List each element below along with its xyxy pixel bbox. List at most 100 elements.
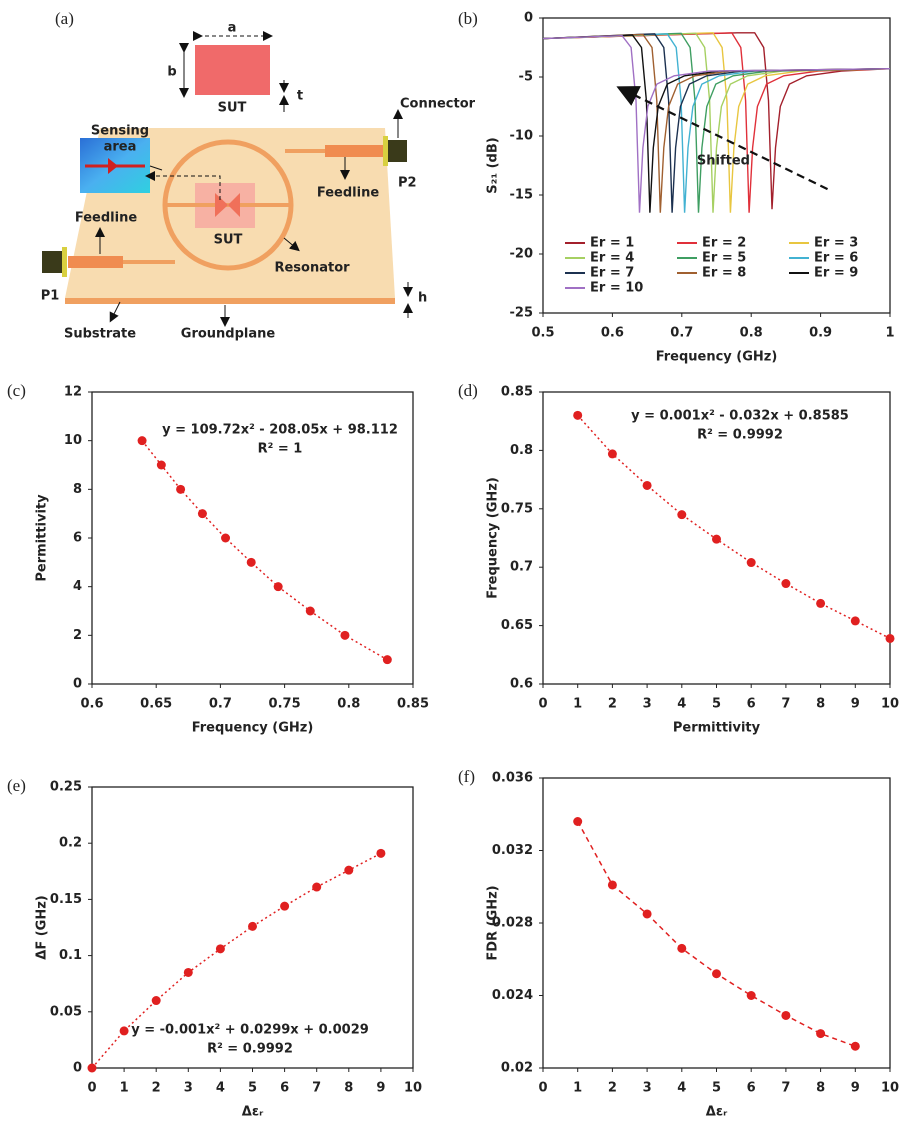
- x-tick-label: 7: [781, 697, 790, 712]
- x-tick-label: 7: [781, 1081, 790, 1096]
- y-tick-label: 0.024: [492, 988, 533, 1003]
- x-tick-label: 7: [312, 1081, 321, 1096]
- y-axis-label: FDR (GHz): [486, 885, 501, 960]
- diagram-label: Sensing: [91, 124, 149, 139]
- data-point: [746, 558, 756, 568]
- pointer: [149, 165, 163, 171]
- diagram-label: Connector: [400, 97, 476, 112]
- x-tick-label: 6: [747, 697, 756, 712]
- series-line: [542, 33, 891, 213]
- panel-label: (f): [458, 767, 475, 786]
- x-axis-label: Δεᵣ: [706, 1105, 728, 1120]
- x-tick-label: 10: [881, 1081, 899, 1096]
- shift-arrow: [616, 86, 829, 191]
- data-point: [273, 582, 283, 592]
- data-point: [382, 655, 392, 665]
- sut-label: SUT: [218, 101, 247, 116]
- sensing-tip: [108, 158, 118, 174]
- y-tick-label: 0.15: [50, 892, 82, 907]
- equation: R² = 0.9992: [207, 1042, 293, 1057]
- x-axis-label: Frequency (GHz): [192, 721, 314, 736]
- legend-label: Er = 6: [814, 251, 858, 266]
- trend-line: [91, 852, 382, 1069]
- y-tick-label: 0.75: [501, 501, 533, 516]
- data-point: [280, 901, 290, 911]
- x-tick-label: 9: [851, 697, 860, 712]
- x-tick-label: 10: [881, 697, 899, 712]
- data-point: [156, 460, 166, 470]
- y-tick-label: 2: [73, 628, 82, 643]
- panel-label: (c): [7, 381, 26, 400]
- x-tick-label: 10: [404, 1081, 422, 1096]
- y-tick-label: 0.1: [59, 948, 82, 963]
- data-point: [642, 909, 652, 919]
- diagram-label: Resonator: [274, 261, 350, 276]
- x-tick-label: 3: [184, 1081, 193, 1096]
- y-tick-label: 12: [64, 385, 82, 400]
- chart-panel: (d) 0 1 2 3 4 5 6 7 8 9 10 0.6 0.65 0.7 0.75 0.8 0.85 Perm…: [458, 381, 899, 736]
- y-axis-label: S₂₁ (dB): [486, 137, 501, 193]
- legend-label: Er = 4: [590, 251, 634, 266]
- x-tick-label: 0: [538, 1081, 547, 1096]
- series-line: [542, 33, 891, 213]
- x-axis-label: Δεᵣ: [242, 1105, 264, 1120]
- data-point: [712, 969, 721, 979]
- x-tick-label: 1: [573, 1081, 582, 1096]
- x-tick-label: 0.7: [209, 697, 232, 712]
- data-point: [215, 944, 225, 954]
- connector: [385, 140, 407, 162]
- y-tick-label: 0.25: [50, 780, 82, 795]
- x-tick-label: 3: [643, 1081, 652, 1096]
- diagram-label: Groundplane: [181, 327, 276, 342]
- chart-panel: (f) 0 1 2 3 4 5 6 7 8 9 10 0.02 0.024 0.028 0.032 0.036 Δ…: [458, 767, 899, 1120]
- annotation: Shifted: [697, 153, 750, 168]
- connector: [42, 251, 66, 273]
- data-point: [137, 436, 147, 446]
- data-point: [248, 921, 257, 931]
- diagram-label: Feedline: [75, 211, 137, 226]
- data-point: [151, 996, 161, 1006]
- x-tick-label: 0: [538, 697, 547, 712]
- y-tick-label: 0.02: [501, 1061, 533, 1076]
- y-tick-label: 6: [73, 531, 82, 546]
- dim-label: b: [167, 65, 176, 80]
- x-tick-label: 8: [344, 1081, 353, 1096]
- equation: y = 109.72x² - 208.05x + 98.112: [162, 423, 398, 438]
- equation: y = -0.001x² + 0.0299x + 0.0029: [131, 1023, 369, 1038]
- y-tick-label: -10: [510, 129, 534, 144]
- chart-panel: (b) 0.5 0.6 0.7 0.8 0.9 1 0 -5 -10 -15 -20 -25 Freque…: [458, 9, 895, 365]
- data-point: [712, 534, 721, 544]
- chart-panel: (c) 0.6 0.65 0.7 0.75 0.8 0.85 0 2 4 6 8 10 12 Frequen…: [7, 381, 429, 736]
- diagram-label: Substrate: [64, 327, 136, 342]
- y-tick-label: -20: [510, 247, 534, 262]
- x-tick-label: 5: [248, 1081, 257, 1096]
- diagram-label: SUT: [214, 233, 243, 248]
- data-point: [221, 533, 231, 543]
- x-tick-label: 9: [376, 1081, 385, 1096]
- legend-label: Er = 5: [702, 251, 746, 266]
- panel-label: (e): [7, 776, 26, 795]
- diagram-label: P1: [41, 289, 60, 304]
- series-line: [542, 33, 891, 213]
- equation: R² = 1: [258, 442, 303, 457]
- data-point: [816, 1029, 826, 1039]
- x-tick-label: 0.6: [601, 326, 624, 341]
- diagram: (a) a b t SUT C: [41, 9, 476, 342]
- pointer: [283, 237, 300, 252]
- x-tick-label: 0.5: [531, 326, 554, 341]
- data-point: [376, 848, 386, 858]
- series-line: [542, 34, 891, 213]
- x-tick-label: 6: [280, 1081, 289, 1096]
- trend-line: [577, 414, 891, 640]
- series-line: [542, 34, 891, 213]
- pointer: [145, 171, 221, 200]
- data-point: [340, 630, 350, 640]
- series-line: [542, 32, 891, 213]
- data-point: [573, 410, 583, 420]
- x-tick-label: 5: [712, 1081, 721, 1096]
- y-tick-label: -25: [510, 306, 534, 321]
- x-tick-label: 6: [747, 1081, 756, 1096]
- diagram-label: Feedline: [317, 186, 379, 201]
- data-point: [197, 509, 207, 519]
- y-tick-label: 0.05: [50, 1004, 82, 1019]
